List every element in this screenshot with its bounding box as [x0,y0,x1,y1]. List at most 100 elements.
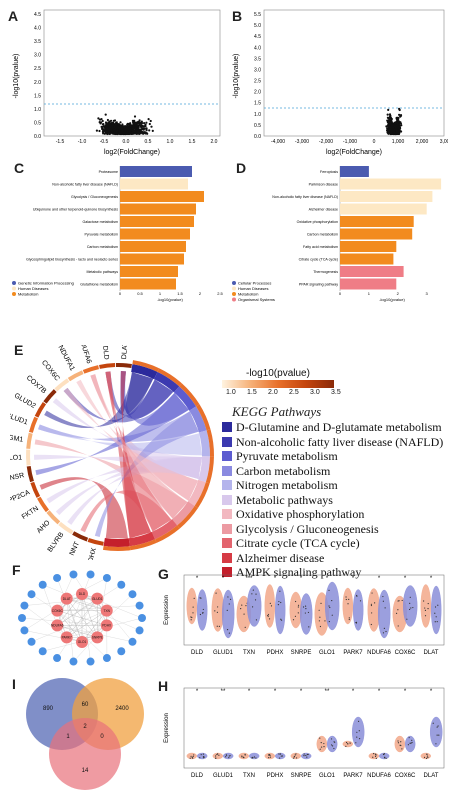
gene-label: INSR [10,472,25,482]
violin-point [347,743,349,745]
venn-b-only: 2400 [115,706,129,712]
colorbar: -log10(pvalue) 1.0 1.5 2.0 2.5 3.0 3.5 [222,368,341,400]
volcano-point [145,129,148,132]
violin-point [190,616,192,618]
pathway-outer-ring [155,525,180,543]
volcano-point [124,128,127,131]
hub-node [100,619,113,632]
y-axis-label-b: -log10(pvalue) [233,54,240,99]
volcano-point [119,125,122,128]
volcano-point [101,119,104,123]
legend-marker [232,286,236,291]
volcano-point [386,116,389,119]
violin [248,752,260,760]
colorbar-gradient [222,380,334,388]
venn-diagram: 890 2400 60 2 1 0 14 [26,678,144,790]
network-edge [57,593,83,626]
volcano-point [111,122,114,125]
volcano-point [395,129,398,133]
x-tick-label: -4,000 [271,139,285,145]
violin-point [255,619,258,621]
violin-point [437,725,439,727]
network-node [102,573,111,582]
violin-point [307,611,310,614]
violin [186,587,197,625]
x-tick-label: 0 [119,291,122,296]
y-tick-label: 0.0 [254,134,261,140]
volcano-point [148,122,151,126]
violin-point [438,734,440,736]
volcano-point [125,132,128,135]
kegg-legend-swatch [222,480,232,490]
colorbar-title: -log10(pvalue) [246,368,310,379]
volcano-point [132,124,135,127]
volcano-point [115,123,118,126]
bar [120,228,190,240]
violin-point [425,757,428,759]
x-axis-label-b: log2(FoldChange) [326,149,382,156]
violin-point [293,755,295,758]
violin-point [408,737,410,739]
volcano-point [113,128,116,132]
plot-area-a [43,9,221,137]
gene-label: AHO [36,519,52,535]
significance-star: * [222,576,225,582]
y-tick-label: 4.5 [34,12,41,18]
significance-star: * [352,689,355,695]
bar [120,166,192,177]
panel-label-b: B [232,8,243,24]
venn-a-only: 890 [43,706,54,712]
violin-point [437,604,439,606]
volcano-point [396,118,399,122]
x-tick-label: 1,000 [392,139,405,145]
network-edge [73,574,107,626]
violin-point [278,757,281,759]
gene-arc [99,363,116,369]
panel-label-e: E [14,342,24,358]
volcano-point [145,121,148,124]
x-tick-label: -3,000 [295,139,309,145]
volcano-point [109,126,112,129]
violin-point [400,741,402,743]
violin-point [384,607,386,609]
violin [289,591,303,629]
violin [211,588,224,632]
violin-point [279,590,281,592]
volcano-point [100,121,103,124]
gene-label: NNT [69,540,82,557]
bar [340,166,369,177]
kegg-legend: D-Glutamine and D-glutamate metabolism No… [222,420,448,580]
volcano-point [101,123,104,126]
violin-point [269,754,271,756]
violin-point [295,753,297,755]
volcano-point [104,113,107,116]
volcano-point [122,131,125,134]
gene-arc [43,389,57,404]
volcano-point [144,123,147,126]
pathway-arc [173,386,197,411]
violin-point [407,744,409,746]
violin-point [374,755,377,757]
network-edge [56,577,83,643]
violin-point [226,629,229,631]
volcano-point [102,129,105,132]
violin-point [355,621,358,623]
chord-ribbon [120,371,152,539]
bar-label: Glutathione metabolism [80,283,118,287]
violin-point [305,608,307,610]
violin-point [356,594,358,597]
violin-point [252,589,254,591]
significance-star: * [404,576,407,582]
violin-point [279,753,282,755]
gene-arc [58,521,74,535]
y-tick-label: 1.5 [254,101,261,107]
network-node [38,580,47,589]
violin-point [395,612,398,614]
volcano-point [115,130,118,133]
significance-star: * [196,576,199,582]
x-tick-label: 2.0 [211,139,218,145]
violin-point [294,600,297,603]
violin [274,585,286,635]
legend-label: Metabolism [238,292,259,297]
hub-node [76,636,88,648]
